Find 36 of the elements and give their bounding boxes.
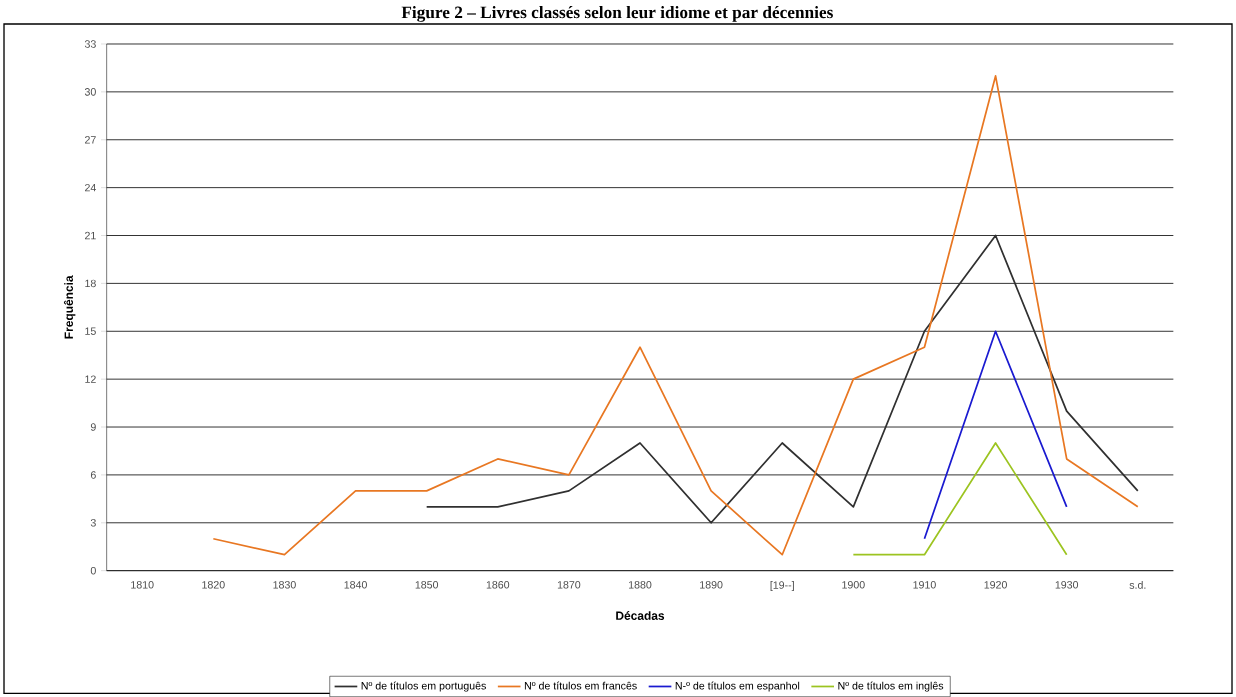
x-tick-label: 1870: [557, 580, 581, 589]
x-tick-label: 1880: [629, 580, 652, 589]
x-tick-label: 1820: [202, 580, 225, 589]
x-tick-label: 1910: [913, 580, 936, 589]
x-tick-label: 1830: [273, 580, 296, 589]
y-tick-label: 3: [90, 518, 96, 527]
y-tick-label: 21: [85, 231, 96, 240]
x-tick-label: 1890: [700, 580, 723, 589]
x-tick-label: s.d.: [1129, 580, 1146, 589]
y-tick-label: 30: [84, 87, 96, 96]
legend-label: Nº de títulos em inglês: [838, 681, 944, 692]
x-tick-label: 1930: [1055, 580, 1079, 589]
y-tick-label: 18: [85, 279, 96, 287]
line-series: [212, 74, 1139, 556]
x-tick-label: [19--]: [770, 580, 794, 591]
y-tick-label: 9: [90, 423, 96, 431]
x-tick-label: 1920: [984, 580, 1007, 589]
y-tick-label: 0: [90, 566, 96, 575]
chart-title: Figure 2 – Livres classés selon leur idiome et par décennies: [401, 5, 833, 22]
y-tick-label: 15: [85, 327, 96, 335]
x-tick-label: 1850: [415, 580, 439, 589]
legend-label: N-º de títulos em espanhol: [675, 681, 800, 692]
x-tick-label: 1810: [131, 580, 154, 589]
y-tick-label: 12: [85, 375, 96, 383]
legend-label: Nº de títulos em português: [361, 681, 486, 692]
x-tick-label: 1840: [344, 580, 367, 589]
x-tick-label: 1860: [486, 580, 510, 589]
y-tick-label: 24: [85, 183, 96, 192]
y-axis-title: Frequência: [63, 275, 76, 339]
x-axis-title: Décadas: [616, 610, 665, 620]
line-series: [425, 234, 1139, 524]
legend-label: Nº de títulos em francês: [524, 681, 637, 690]
y-tick-label: 6: [90, 470, 96, 479]
y-tick-label: 33: [84, 40, 96, 48]
y-tick-label: 27: [85, 135, 96, 144]
x-tick-label: 1900: [842, 580, 865, 589]
